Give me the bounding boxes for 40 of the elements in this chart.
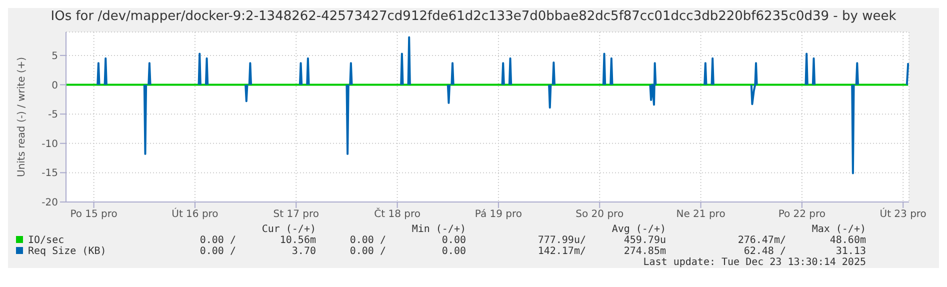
x-tick-label: Po 22 pro	[778, 209, 826, 220]
y-tick-label: -20	[42, 198, 58, 209]
text: 62.48 /	[742, 246, 786, 257]
text: Max (-/+)	[810, 224, 866, 235]
legend-label: Req Size (KB)	[27, 246, 108, 257]
x-tick-label: Út 23 pro	[880, 207, 926, 220]
y-tick-label: -10	[42, 138, 58, 150]
y-axis-title: Units read (-) / write (+)	[16, 56, 28, 177]
y-tick-label: 0	[52, 80, 58, 92]
text: Avg (-/+)	[610, 224, 666, 235]
y-tick-label: -5	[48, 110, 58, 121]
text: 0.00 /	[198, 235, 236, 246]
text: 274.85m	[622, 246, 666, 257]
y-tick-label: -15	[42, 168, 58, 180]
text: 142.17m/	[536, 246, 586, 257]
text: 0.00	[440, 235, 466, 246]
text: 0.00 /	[198, 246, 236, 257]
text: 31.13	[834, 246, 866, 257]
text: 3.70	[290, 246, 316, 257]
text: 276.47m/	[736, 235, 786, 246]
x-tick-label: Ne 21 pro	[676, 209, 726, 220]
text: 0.00	[440, 246, 466, 257]
x-tick-label: Po 15 pro	[70, 209, 118, 220]
text: 777.99u/	[536, 235, 586, 246]
x-tick-label: St 17 pro	[273, 209, 319, 220]
text: Min (-/+)	[410, 224, 466, 235]
x-tick-label: Út 16 pro	[172, 207, 218, 220]
x-tick-label: Čt 18 pro	[374, 207, 420, 220]
text: 0.00 /	[348, 235, 386, 246]
x-tick-label: Pá 19 pro	[474, 209, 522, 220]
text: 459.79u	[622, 235, 666, 246]
text: 48.60m	[828, 235, 866, 246]
text: Cur (-/+)	[260, 224, 316, 235]
chart-title: IOs for /dev/mapper/docker-9:2-1348262-42573427cd912fde61d2c133e7d0bbae82dc5f87cc01dcc3db220bf6235c0d39 - by week	[50, 8, 898, 26]
text: Last update: Tue Dec 23 13:30:14 2025	[642, 257, 866, 268]
x-tick-label: So 20 pro	[576, 209, 624, 220]
text: 10.56m	[278, 235, 316, 246]
legend-label: IO/sec	[27, 235, 66, 246]
text: 0.00 /	[348, 246, 386, 257]
y-tick-label: 5	[52, 51, 58, 62]
